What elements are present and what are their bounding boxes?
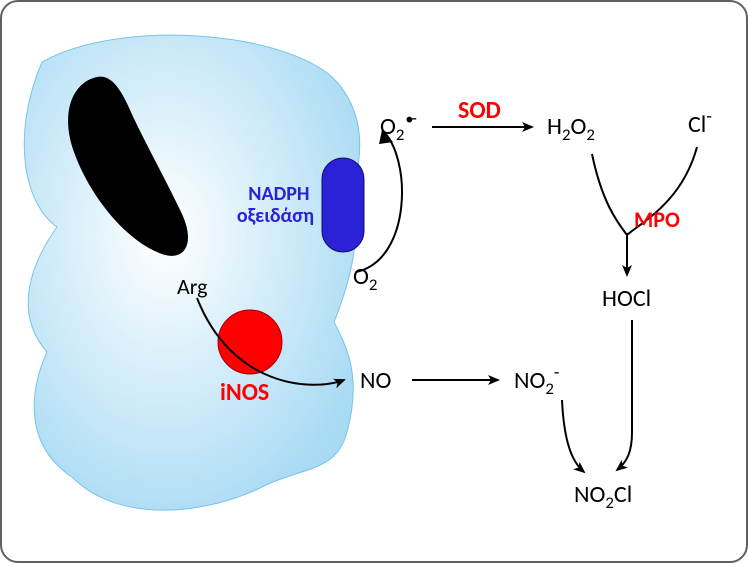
- no2cl-base: NO: [574, 480, 605, 509]
- no2-sub: 2: [545, 378, 554, 399]
- label-no: NO: [360, 366, 391, 395]
- label-o2-radical: O2•-: [380, 107, 417, 145]
- nadph-oxidase-shape: [322, 158, 364, 252]
- cl-base: Cl: [688, 110, 706, 139]
- no2cl-tail: Cl: [614, 480, 632, 509]
- o2r-O: O: [380, 112, 396, 141]
- arrow-no2-to-no2cl: [562, 400, 584, 472]
- cl-charge: -: [706, 105, 712, 127]
- no2-charge: -: [554, 361, 560, 383]
- o2-sub: 2: [369, 274, 378, 295]
- no2cl-sub: 2: [605, 492, 614, 513]
- label-cl: Cl-: [688, 105, 712, 139]
- label-inos: iNOS: [220, 378, 269, 407]
- label-no2: NO2-: [514, 361, 559, 399]
- arrow-mpo-left: [592, 154, 627, 235]
- o2-base: O: [353, 262, 369, 291]
- nadph-l1: NADPH: [248, 182, 309, 206]
- label-arg: Arg: [177, 273, 207, 300]
- nadph-l2: οξειδάση: [237, 204, 314, 228]
- diagram-svg: O2•- SOD H2O2 Cl- MPO HOCl O2 NADPH οξει…: [2, 2, 748, 563]
- label-mpo: MPO: [634, 206, 680, 233]
- diagram-frame: O2•- SOD H2O2 Cl- MPO HOCl O2 NADPH οξει…: [0, 0, 748, 563]
- no2-base: NO: [514, 366, 545, 395]
- label-hocl: HOCl: [602, 284, 651, 313]
- label-nadph: NADPH οξειδάση: [237, 182, 314, 228]
- o2r-2: 2: [396, 124, 405, 145]
- label-sod: SOD: [458, 96, 501, 125]
- o2r-minus: -: [411, 107, 417, 129]
- arrow-hocl-down: [617, 320, 632, 470]
- label-o2: O2: [353, 262, 377, 295]
- inos-shape: [218, 310, 282, 374]
- label-no2cl: NO2Cl: [574, 480, 632, 513]
- label-h2o2: H2O2: [547, 112, 595, 145]
